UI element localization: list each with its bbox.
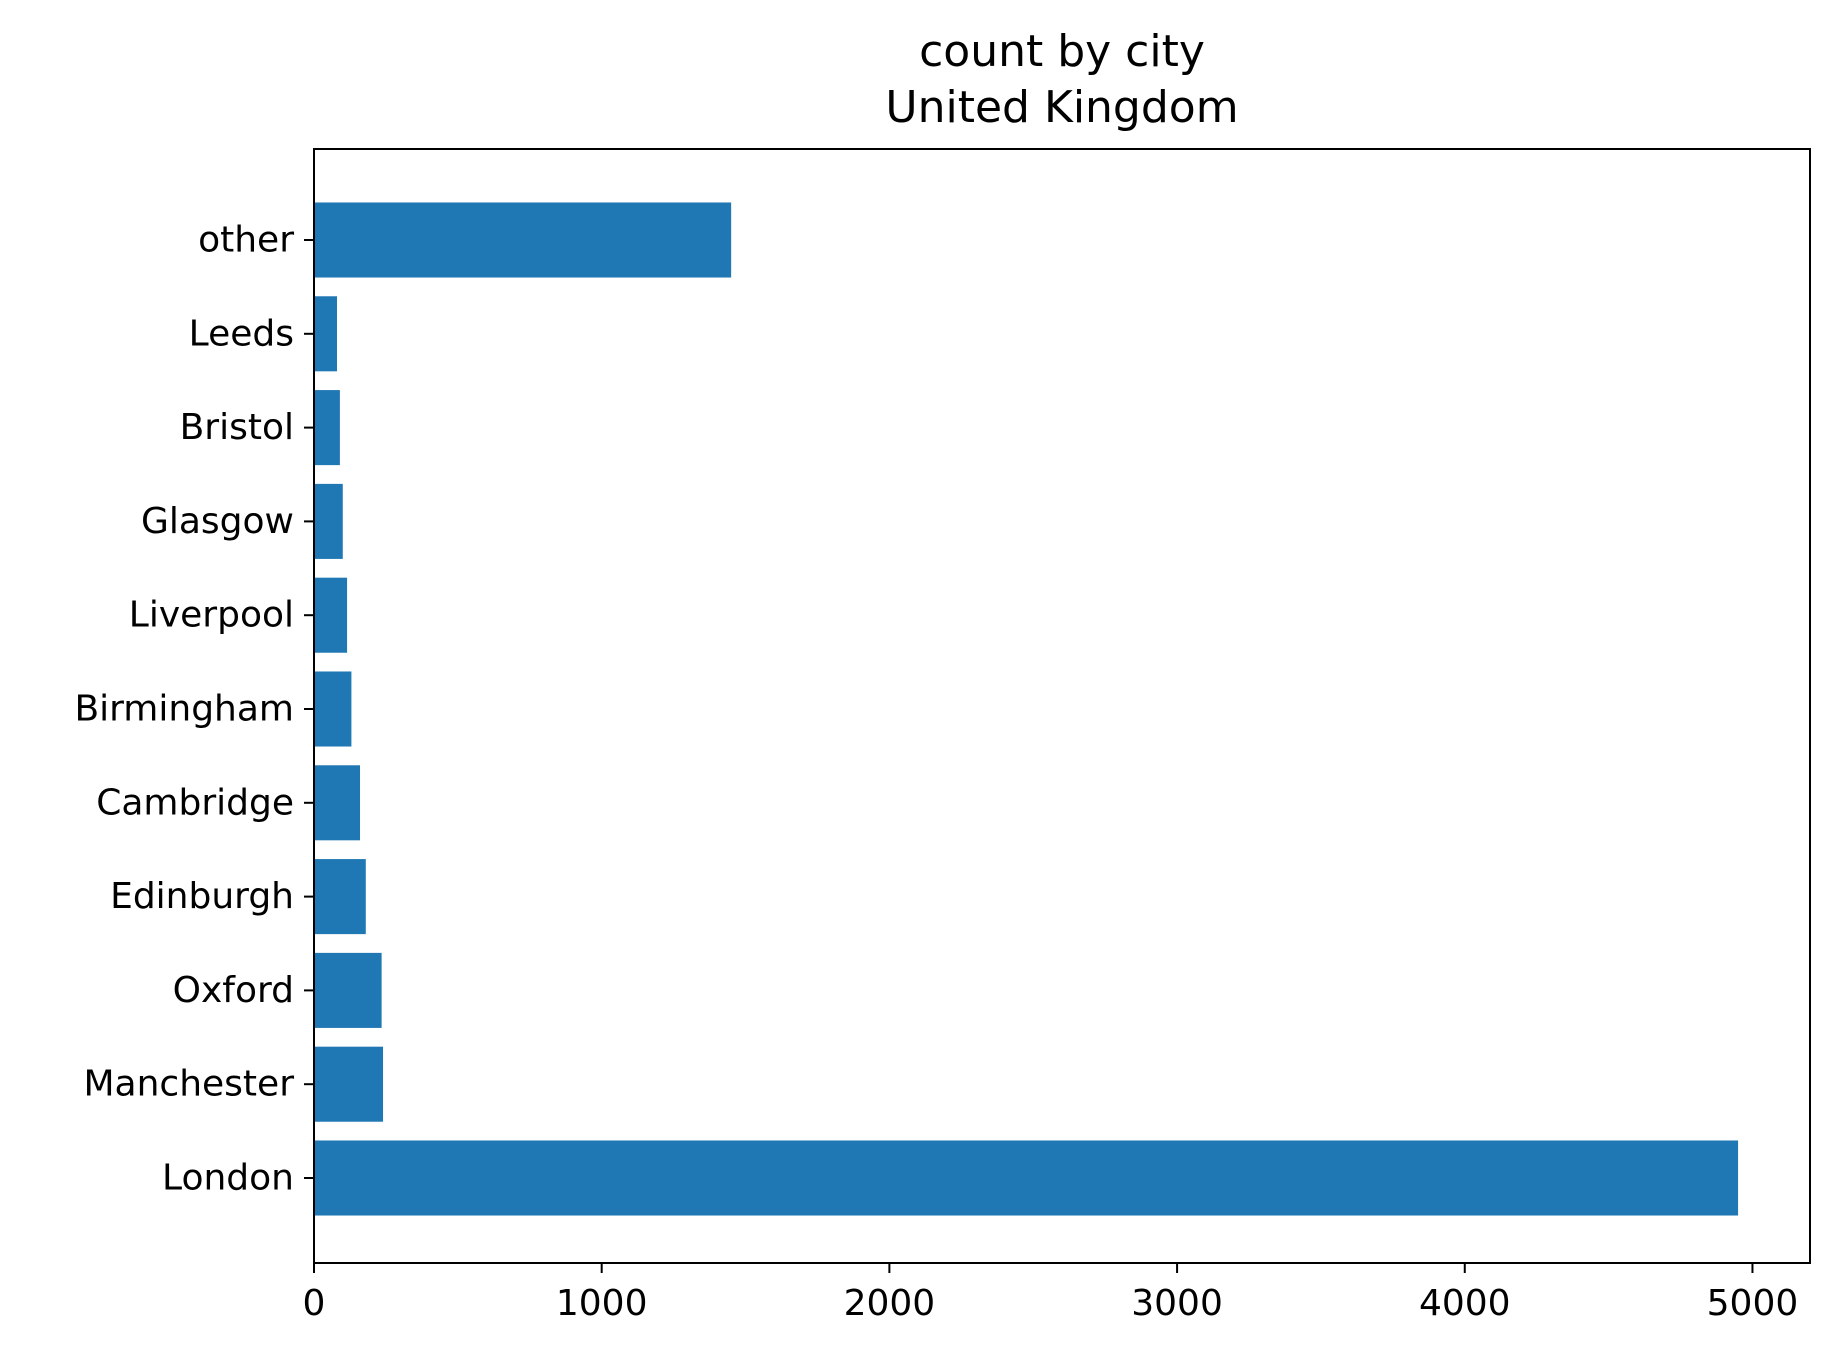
bar-other	[314, 202, 732, 278]
bar-bristol	[314, 390, 340, 466]
bar-oxford	[314, 952, 382, 1028]
y-tick-label-london: London	[162, 1158, 294, 1199]
y-tick-label-liverpool: Liverpool	[129, 595, 294, 636]
x-axis: 0 1000 2000 3000 4000 5000	[303, 1263, 1799, 1324]
y-tick-label-leeds: Leeds	[189, 313, 294, 354]
bar-manchester	[314, 1046, 384, 1122]
bar-glasgow	[314, 483, 343, 559]
y-tick-label-other: other	[198, 220, 294, 261]
x-tick-label: 2000	[844, 1283, 936, 1324]
plot-frame	[313, 148, 1811, 1264]
y-tick-label-edinburgh: Edinburgh	[110, 876, 294, 917]
x-tick-label: 3000	[1131, 1283, 1223, 1324]
bars-group	[314, 202, 1739, 1216]
bar-edinburgh	[314, 859, 366, 935]
y-tick-label-cambridge: Cambridge	[96, 782, 294, 823]
y-tick-label-birmingham: Birmingham	[74, 689, 294, 730]
x-tick-label: 0	[303, 1283, 326, 1324]
y-tick-label-manchester: Manchester	[83, 1064, 294, 1105]
x-tick-label: 4000	[1419, 1283, 1511, 1324]
x-tick-label: 5000	[1707, 1283, 1799, 1324]
bar-cambridge	[314, 765, 361, 841]
y-tick-label-glasgow: Glasgow	[141, 501, 294, 542]
bar-birmingham	[314, 671, 352, 747]
y-tick-label-bristol: Bristol	[180, 407, 294, 448]
x-tick-label: 1000	[556, 1283, 648, 1324]
bar-london	[314, 1140, 1739, 1216]
y-axis: London Manchester Oxford Edinburgh Cambridge…	[74, 220, 314, 1199]
chart-title: count by city	[919, 26, 1205, 77]
y-tick-label-oxford: Oxford	[173, 970, 294, 1011]
bar-leeds	[314, 296, 338, 372]
chart-subtitle: United Kingdom	[885, 82, 1238, 133]
bar-liverpool	[314, 577, 348, 653]
